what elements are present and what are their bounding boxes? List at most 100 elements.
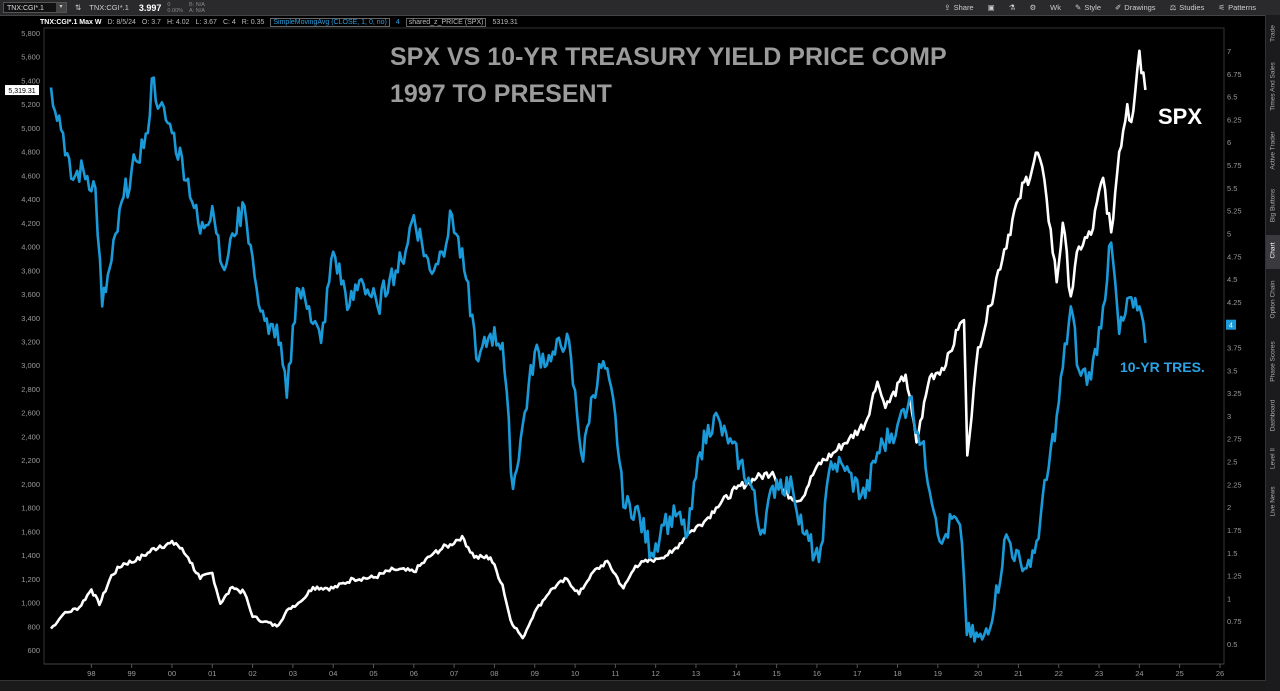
right-tick-label: 1 <box>1227 594 1231 603</box>
net-change: 0 0.00% <box>167 2 183 14</box>
grid-button[interactable]: ▣ <box>988 3 995 12</box>
top-toolbar: TNX:CGI*.1 ▾ ⇅ TNX:CGI*.1 3.997 0 0.00% … <box>0 0 1280 16</box>
info-low: L: 3.67 <box>195 18 217 26</box>
flask-button[interactable]: ⚗ <box>1009 3 1016 12</box>
left-tick-label: 5,800 <box>21 29 40 38</box>
axis-markers: 5,319.31 4 <box>5 85 1236 330</box>
chart-info-bar: TNX:CGI*.1 Max W D: 8/5/24 O: 3.7 H: 4.0… <box>40 16 524 28</box>
info-symbol: TNX:CGI*.1 Max W <box>40 18 102 26</box>
symbol-label: TNX:CGI*.1 <box>89 3 129 12</box>
pencil-icon: ✐ <box>1115 3 1122 12</box>
info-close: C: 4 <box>222 18 236 26</box>
study-label[interactable]: SimpleMovingAvg (CLOSE, 1, 0, no) <box>270 17 390 27</box>
x-tick-label: 03 <box>289 669 297 678</box>
sidebar-tab-label: Times And Sales <box>1269 62 1277 111</box>
x-axis: 98 99 00 01 02 03 04 05 06 07 08 09 10 11 12 13 14 15 16 17… <box>87 664 1224 678</box>
right-tick-label: 5.25 <box>1227 207 1242 216</box>
share-icon: ⇪ <box>944 3 951 12</box>
right-price-marker-box <box>1226 319 1236 330</box>
toolbar-actions: ⇪ Share ▣ ⚗ ⚙ Wk ✎ Style ✐ Drawings ⚖ Studie… <box>930 0 1256 15</box>
right-tick-label: 5.5 <box>1227 184 1237 193</box>
period-button[interactable]: Wk <box>1050 3 1061 12</box>
right-tick-label: 4.25 <box>1227 298 1242 307</box>
right-tick-label: 6.75 <box>1227 70 1242 79</box>
x-tick-label: 22 <box>1055 669 1063 678</box>
x-tick-label: 19 <box>934 669 942 678</box>
compare-label[interactable]: shared_z_PRICE (SPX) <box>405 17 487 27</box>
sidebar-tab-trade[interactable]: Trade <box>1266 19 1280 51</box>
net-change-value: 0 <box>167 1 171 8</box>
x-tick-label: 24 <box>1135 669 1143 678</box>
x-tick-label: 17 <box>853 669 861 678</box>
left-tick-label: 3,600 <box>21 290 40 299</box>
right-axis: 0.5 0.75 1 1.25 1.5 1.75 2 2.25 2.5 2.75 3 3.25 3.5 3… <box>1227 47 1242 649</box>
left-tick-label: 1,200 <box>21 575 40 584</box>
x-tick-label: 21 <box>1014 669 1022 678</box>
left-tick-label: 1,000 <box>21 599 40 608</box>
x-tick-label: 11 <box>611 669 619 678</box>
right-tick-label: 1.5 <box>1227 549 1237 558</box>
style-label: Style <box>1084 3 1101 12</box>
series-label-spx: SPX <box>1158 104 1202 129</box>
left-tick-label: 3,200 <box>21 338 40 347</box>
sidebar-tab-live-news[interactable]: Live News <box>1266 483 1280 523</box>
net-change-percent: 0.00% <box>167 7 184 14</box>
x-tick-label: 09 <box>531 669 539 678</box>
symbol-link-icon[interactable]: ⇅ <box>75 3 82 12</box>
sidebar-tab-chart[interactable]: Chart <box>1266 235 1280 269</box>
studies-button[interactable]: ⚖ Studies <box>1170 3 1205 12</box>
bottom-scrollbar[interactable] <box>0 680 1266 691</box>
right-tick-label: 2.75 <box>1227 435 1242 444</box>
patterns-icon: ⚟ <box>1218 3 1226 12</box>
chevron-down-icon[interactable]: ▾ <box>56 3 66 12</box>
style-button[interactable]: ✎ Style <box>1075 3 1101 12</box>
left-tick-label: 2,600 <box>21 409 40 418</box>
drawings-button[interactable]: ✐ Drawings <box>1115 3 1156 12</box>
style-icon: ✎ <box>1075 3 1082 12</box>
x-tick-label: 05 <box>369 669 377 678</box>
right-tick-label: 1.25 <box>1227 572 1242 581</box>
left-tick-label: 5,400 <box>21 76 40 85</box>
chart-grid <box>43 27 1225 665</box>
series-label-tres: 10-YR TRES. <box>1120 359 1205 375</box>
patterns-button[interactable]: ⚟ Patterns <box>1218 3 1256 12</box>
period-label: Wk <box>1050 3 1062 12</box>
compare-value: 5319.31 <box>492 18 518 26</box>
right-tick-label: 6 <box>1227 138 1231 147</box>
studies-icon: ⚖ <box>1169 3 1177 12</box>
left-tick-label: 1,600 <box>21 527 40 536</box>
bid-ask: B: N/A A: N/A <box>189 2 205 14</box>
right-tick-label: 4.75 <box>1227 252 1242 261</box>
x-tick-label: 20 <box>974 669 982 678</box>
x-tick-label: 98 <box>87 669 95 678</box>
left-tick-label: 4,600 <box>21 171 40 180</box>
grid-icon: ▣ <box>987 3 995 12</box>
right-tick-label: 2.5 <box>1227 458 1237 467</box>
right-sidebar: Trade Times And Sales Active Trader Big But… <box>1265 15 1280 691</box>
x-tick-label: 07 <box>450 669 458 678</box>
chart-title: SPX VS 10-YR TREASURY YIELD PRICE COMP <box>390 43 947 71</box>
drawings-label: Drawings <box>1124 3 1156 12</box>
left-tick-label: 3,000 <box>21 361 40 370</box>
right-tick-label: 3 <box>1227 412 1231 421</box>
x-tick-label: 18 <box>893 669 901 678</box>
symbol-selector[interactable]: TNX:CGI*.1 ▾ <box>3 2 67 13</box>
left-tick-label: 5,200 <box>21 100 40 109</box>
sidebar-tab-times-and-sales[interactable]: Times And Sales <box>1266 55 1280 121</box>
right-tick-label: 2.25 <box>1227 480 1242 489</box>
settings-button[interactable]: ⚙ <box>1029 3 1036 12</box>
info-range: R: 0.35 <box>241 18 265 26</box>
x-tick-label: 13 <box>692 669 700 678</box>
sidebar-tab-option-chain[interactable]: Option Chain <box>1266 273 1280 329</box>
studies-label: Studies <box>1179 3 1205 12</box>
share-button[interactable]: ⇪ Share <box>944 3 973 12</box>
series-line-spx <box>50 49 1147 640</box>
price-chart[interactable]: 6008001,0001,2001,4001,6001,8002,0002,20… <box>0 0 1265 680</box>
bid-value: B: N/A <box>189 1 205 8</box>
info-high: H: 4.02 <box>166 18 190 26</box>
right-tick-label: 2 <box>1227 503 1231 512</box>
left-tick-label: 2,400 <box>21 432 40 441</box>
x-tick-label: 15 <box>772 669 780 678</box>
right-tick-label: 3.5 <box>1227 366 1237 375</box>
left-tick-label: 4,000 <box>21 243 40 252</box>
